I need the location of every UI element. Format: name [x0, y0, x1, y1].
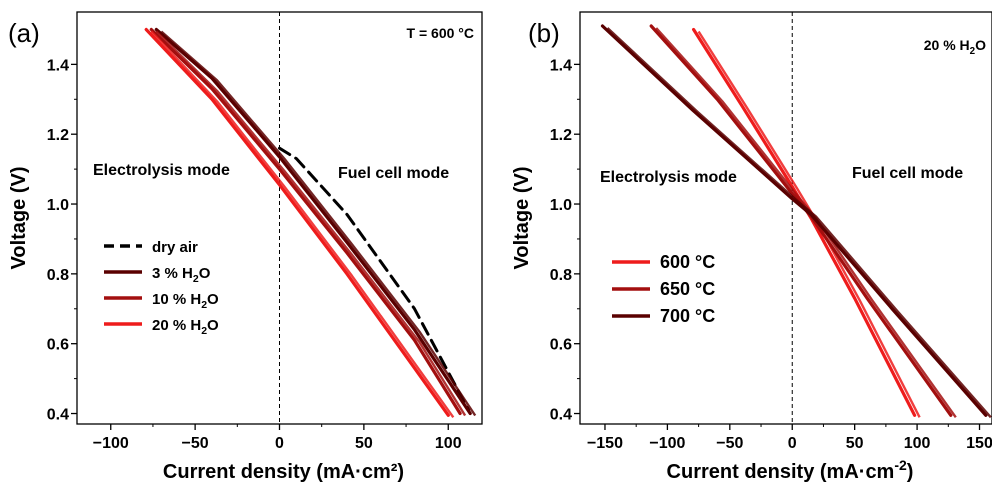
- pb-plot-frame: [579, 11, 992, 425]
- pb-x-tick-label-2: −50: [716, 435, 743, 452]
- pb-y-tick-label-1: 0.6: [550, 337, 572, 354]
- pa-legend-label-2-suffix: O: [207, 291, 219, 308]
- pa-series-line-0: [278, 146, 470, 412]
- pa-series-line-trace-3: [150, 30, 455, 418]
- pa-y-tick-label-1: 0.6: [47, 337, 69, 354]
- pb-x-tick-label-5: 100: [904, 435, 931, 452]
- pb-panel-letter: (b): [528, 18, 560, 48]
- pb-y-tick-label-2: 0.8: [550, 267, 572, 284]
- pb-corner-label-suffix: O: [975, 37, 986, 53]
- pa-legend-label-2-subscript: 2: [201, 299, 207, 311]
- pb-x-tick-label-6: 150: [966, 435, 992, 452]
- pa-x-tick-label-1: −50: [182, 435, 209, 452]
- pb-x-tick-label-3: 0: [788, 435, 797, 452]
- pa-legend-label-2: 10 % H2O: [152, 291, 219, 311]
- pa-legend-label-0: dry air: [152, 239, 198, 256]
- pa-y-tick-label-4: 1.2: [47, 127, 69, 144]
- pb-y-tick-label-3: 1.0: [550, 197, 572, 214]
- pb-x-axis-title-suffix: ): [907, 461, 914, 483]
- pb-series-line-trace-1: [655, 27, 957, 418]
- pb-x-tick-label-1: −100: [649, 435, 685, 452]
- pa-x-tick-label-2: 0: [275, 435, 284, 452]
- pa-panel-letter: (a): [8, 18, 40, 48]
- pb-annotation-fuel-cell: Fuel cell mode: [852, 165, 963, 182]
- pa-series-line-trace-1: [160, 30, 477, 417]
- pa-x-tick-label-0: −100: [93, 435, 129, 452]
- pa-x-tick-label-4: 100: [435, 435, 462, 452]
- pb-x-tick-label-4: 50: [846, 435, 864, 452]
- pa-y-axis-title: Voltage (V): [8, 167, 30, 270]
- pb-corner-label: 20 % H2O: [924, 37, 986, 57]
- pb-x-axis-title-superscript: -2: [894, 457, 907, 473]
- panel-a-chart: −100 −50 0 50 100 0.4 0.6 0.8 1.0 1.2 1.4 Current d…: [8, 11, 483, 483]
- pb-annotation-electrolysis: Electrolysis mode: [600, 169, 737, 186]
- pb-y-tick-label-0: 0.4: [550, 407, 572, 424]
- pb-series-line-trace-2: [606, 27, 992, 419]
- pb-x-axis-title: Current density (mA·cm-2): [667, 457, 914, 483]
- pa-legend-label-1: 3 % H2O: [152, 265, 211, 285]
- pa-y-tick-label-2: 0.8: [47, 267, 69, 284]
- pa-y-tick-label-3: 1.0: [47, 197, 69, 214]
- pa-annotation-fuel-cell: Fuel cell mode: [338, 165, 449, 182]
- pa-series-line-2: [149, 27, 462, 416]
- pa-legend-label-1-suffix: O: [199, 265, 211, 282]
- pb-series-line-2: [600, 24, 988, 417]
- pa-legend-label-3-subscript: 2: [201, 325, 207, 337]
- panel-b-chart: −150 −100 −50 0 50 100 150 0.4 0.6 0.8 1.0 1.2 1.4 Cu…: [511, 11, 992, 483]
- pa-legend-label-3: 20 % H2O: [152, 317, 219, 337]
- pa-series-line-trace-2: [155, 30, 467, 417]
- pa-annotation-electrolysis: Electrolysis mode: [93, 162, 230, 179]
- pb-y-tick-label-5: 1.4: [550, 57, 572, 74]
- pb-series-line-1: [649, 24, 953, 417]
- pb-corner-label-subscript: 2: [970, 46, 976, 57]
- pa-x-tick-label-3: 50: [355, 435, 373, 452]
- pb-y-tick-label-4: 1.2: [550, 127, 572, 144]
- pb-legend-label-2: 700 °C: [660, 306, 715, 326]
- pa-series-line-1: [154, 27, 472, 416]
- pb-series-line-trace-0: [697, 30, 921, 418]
- pb-legend-label-1: 650 °C: [660, 279, 715, 299]
- pa-x-axis-title: Current density (mA·cm²): [163, 461, 404, 483]
- pb-y-axis-title: Voltage (V): [511, 167, 533, 270]
- pb-x-tick-label-0: −150: [587, 435, 623, 452]
- pa-corner-label: T = 600 °C: [407, 25, 474, 41]
- pa-y-tick-label-5: 1.4: [47, 57, 69, 74]
- pa-legend-label-3-suffix: O: [207, 317, 219, 334]
- pa-y-tick-label-0: 0.4: [47, 407, 69, 424]
- pa-legend-label-1-subscript: 2: [193, 273, 199, 285]
- pb-legend-label-0: 600 °C: [660, 252, 715, 272]
- pa-series-line-3: [144, 27, 450, 417]
- pb-series-line-0: [692, 27, 917, 417]
